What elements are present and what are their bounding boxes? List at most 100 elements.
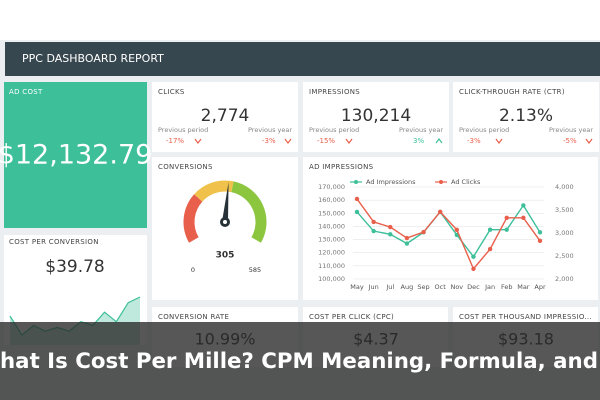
kpi-label: CLICKS (158, 88, 185, 96)
bottom-kpi-label: COST PER THOUSAND IMPRESSIO... (459, 313, 592, 321)
series-point (404, 241, 410, 246)
gauge-min: 0 (191, 266, 195, 274)
y-tick-label: 170,000 (318, 183, 345, 191)
prev-year-label: Previous year (399, 126, 443, 134)
kpi-value: 2.13% (499, 106, 553, 126)
bottom-kpi-label: CONVERSION RATE (158, 313, 229, 321)
cost-per-conversion-label: COST PER CONVERSION (9, 238, 99, 246)
x-tick-label: Jul (385, 283, 394, 291)
ad-cost-value: $12,132.79 (0, 140, 152, 171)
change-value: -15% (317, 137, 335, 145)
gauge-needle (222, 182, 229, 223)
series-point (521, 203, 526, 208)
overlay-layer: hat Is Cost Per Mille? CPM Meaning, Form… (0, 322, 600, 400)
y-tick-label: 140,000 (318, 222, 345, 230)
series-point (388, 224, 393, 230)
legend-dot (354, 180, 358, 184)
series-point (521, 215, 526, 221)
cost-per-conversion-value: $39.78 (45, 257, 104, 277)
y2-tick-label: 4,000 (555, 183, 574, 191)
y2-tick-label: 2,000 (555, 275, 574, 283)
x-tick-label: Jan (484, 283, 495, 291)
prev-period-label: Previous period (158, 126, 208, 134)
ad-cost-panel (4, 82, 147, 228)
series-point (471, 254, 476, 259)
arrow-down (345, 138, 353, 144)
y2-tick-label: 2,500 (555, 252, 574, 260)
gauge-value: 305 (216, 251, 235, 261)
y-tick-label: 160,000 (318, 196, 345, 204)
series-point (354, 196, 360, 202)
change-value: -5% (563, 137, 577, 145)
y-tick-label: 110,000 (318, 262, 345, 270)
x-tick-label: Oct (435, 283, 447, 291)
y2-tick-label: 3,000 (555, 229, 574, 237)
series-point (471, 266, 476, 272)
x-tick-label: Aug (401, 283, 414, 291)
series-point (371, 219, 376, 225)
conversions-panel (152, 157, 298, 300)
x-tick-label: Dec (467, 283, 480, 291)
change-value: -3% (262, 137, 276, 145)
x-tick-label: Jun (368, 283, 379, 291)
overlay-band (0, 322, 600, 400)
series-point (404, 235, 410, 241)
arrow-down (194, 138, 202, 144)
x-tick-label: May (350, 283, 364, 291)
series-point (487, 227, 493, 232)
y-tick-label: 130,000 (318, 236, 345, 244)
y2-tick-label: 3,500 (555, 206, 574, 214)
change-value: -3% (467, 137, 481, 145)
series-line (356, 204, 541, 258)
bottom-kpi-label: COST PER CLICK (CPC) (309, 313, 394, 321)
series-point (437, 209, 443, 215)
series-point (504, 215, 509, 221)
x-tick-label: Feb (501, 283, 513, 291)
change-value: -17% (166, 137, 184, 145)
series-point (371, 228, 376, 234)
kpi-panel (453, 82, 599, 152)
x-tick-label: Apr (534, 283, 546, 291)
kpi-label: CLICK-THROUGH RATE (CTR) (459, 88, 565, 96)
series-point (504, 227, 509, 232)
arrow-down (585, 138, 593, 144)
y-tick-label: 150,000 (318, 209, 345, 217)
legend-label: Ad Clicks (451, 178, 481, 186)
x-tick-label: Mar (517, 283, 530, 291)
arrow-down (284, 138, 292, 144)
legend-dot (439, 180, 443, 184)
y-tick-label: 120,000 (318, 249, 345, 257)
header-title: PPC DASHBOARD REPORT (22, 52, 164, 65)
y-tick-label: 100,000 (318, 275, 345, 283)
gauge-max: 585 (249, 266, 261, 274)
prev-year-label: Previous year (549, 126, 593, 134)
prev-year-label: Previous year (248, 126, 292, 134)
arrow-down (495, 138, 503, 144)
kpi-panel (303, 82, 449, 152)
prev-period-label: Previous period (459, 126, 509, 134)
ad-cost-label: AD COST (9, 88, 43, 96)
top-margin (0, 0, 600, 40)
series-point (537, 238, 543, 244)
conversions-label: CONVERSIONS (158, 163, 213, 171)
overlay-title: hat Is Cost Per Mille? CPM Meaning, Form… (0, 349, 598, 373)
kpi-panel (152, 82, 298, 152)
prev-period-label: Previous period (309, 126, 359, 134)
gauge-hub-inner (223, 220, 227, 224)
legend-label: Ad Impressions (366, 178, 416, 186)
gauge-segment (231, 181, 267, 243)
series-point (421, 229, 426, 235)
x-tick-label: Sep (417, 283, 429, 291)
header-bar (5, 42, 600, 76)
gauge-segment (194, 180, 234, 202)
kpi-label: IMPRESSIONS (309, 88, 360, 96)
series-point (388, 232, 393, 237)
arrow-up (435, 138, 443, 144)
change-value: 3% (413, 137, 424, 145)
gauge-segment (183, 194, 203, 243)
ad-impressions-title: AD IMPRESSIONS (309, 163, 374, 171)
ad-impressions-panel (303, 157, 598, 300)
series-point (454, 227, 460, 232)
